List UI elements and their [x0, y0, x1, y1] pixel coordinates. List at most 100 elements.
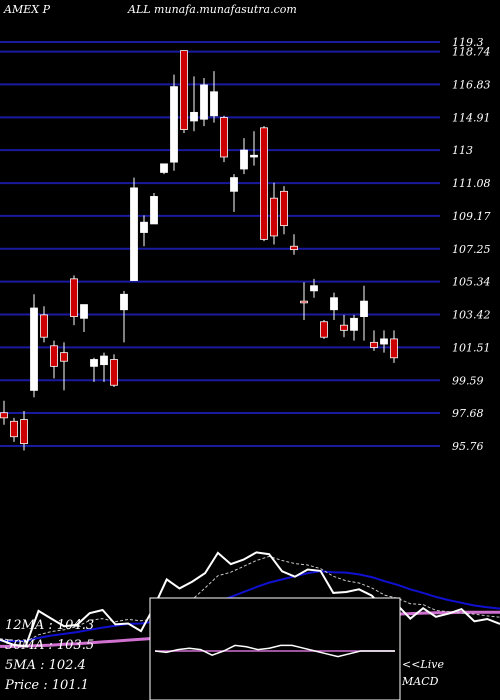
candle-body — [300, 300, 308, 304]
candle-up — [120, 290, 128, 343]
candle-body — [110, 359, 118, 386]
candle-down — [20, 410, 28, 451]
candle-up — [350, 314, 358, 341]
candle-body — [370, 341, 378, 348]
y-tick-label: 119.3 — [452, 36, 484, 49]
candle-up — [360, 285, 368, 341]
y-tick-label: 99.59 — [452, 374, 484, 387]
candle-up — [240, 138, 248, 175]
candle-up — [230, 174, 238, 212]
candle-down — [10, 417, 18, 442]
candle-body — [150, 196, 158, 225]
candle-body — [260, 127, 268, 240]
y-tick-label: 116.83 — [452, 78, 491, 91]
candle-up — [140, 215, 148, 247]
ma-line-ma_fast — [0, 555, 500, 643]
y-tick-label: 109.17 — [452, 210, 491, 223]
candle-down — [180, 50, 188, 133]
candle-body — [220, 117, 228, 158]
candle-body — [60, 352, 68, 362]
legend-50ma: 50MA : 103.5 — [5, 638, 95, 653]
candle-body — [250, 154, 258, 158]
candle-body — [160, 163, 168, 173]
y-tick-label: 105.34 — [452, 276, 491, 289]
candle-down — [300, 282, 308, 321]
candle-body — [100, 355, 108, 366]
y-tick-label: 118.74 — [452, 46, 491, 59]
candle-down — [60, 342, 68, 391]
candle-down — [270, 182, 278, 245]
candle-body — [40, 314, 48, 338]
legend-price: Price : 101.1 — [5, 678, 89, 693]
candle-down — [220, 115, 228, 163]
y-tick-label: 101.51 — [452, 341, 491, 354]
candle-body — [350, 317, 358, 331]
candle-up — [200, 78, 208, 127]
candle-down — [320, 320, 328, 339]
candle-down — [70, 275, 78, 326]
macd-label: MACD — [402, 675, 439, 688]
candle-body — [70, 278, 78, 317]
y-tick-label: 95.76 — [452, 440, 484, 453]
candle-body — [390, 338, 398, 359]
candle-up — [310, 278, 318, 298]
candle-down — [260, 126, 268, 242]
candle-body — [210, 91, 218, 117]
macd-panel — [149, 597, 401, 700]
candle-body — [170, 86, 178, 163]
candle-up — [380, 330, 388, 353]
candle-up — [210, 71, 218, 123]
candle-body — [340, 324, 348, 331]
candle-up — [90, 357, 98, 382]
candle-down — [50, 340, 58, 379]
candle-body — [80, 304, 88, 319]
macd-line — [154, 644, 395, 658]
site-label: ALL munafa.munafasutra.com — [128, 3, 297, 16]
candle-up — [30, 294, 38, 398]
ticker-label: AMEX P — [4, 3, 50, 16]
candle-body — [130, 187, 138, 281]
candle-body — [320, 321, 328, 338]
ma-line-price — [0, 551, 500, 648]
candle-up — [250, 131, 258, 166]
candle-body — [30, 307, 38, 391]
candle-up — [150, 193, 158, 225]
candle-body — [230, 177, 238, 192]
candle-body — [380, 338, 388, 345]
y-tick-label: 97.68 — [452, 407, 484, 420]
candle-body — [90, 359, 98, 367]
candle-body — [200, 84, 208, 120]
legend-5ma: 5MA : 102.4 — [5, 658, 86, 673]
candle-down — [40, 306, 48, 343]
candle-body — [310, 285, 318, 292]
candle-up — [170, 74, 178, 171]
candle-down — [280, 186, 288, 235]
candle-body — [360, 300, 368, 317]
candle-down — [0, 400, 8, 425]
legend-12ma: 12MA : 104.3 — [5, 618, 95, 633]
candle-down — [370, 330, 378, 351]
y-tick-label: 111.08 — [452, 177, 491, 190]
candle-down — [290, 234, 298, 255]
candle-up — [130, 177, 138, 281]
candle-up — [190, 76, 198, 132]
candle-body — [270, 197, 278, 237]
candle-body — [190, 111, 198, 122]
y-tick-label: 113 — [452, 144, 473, 157]
candle-body — [140, 221, 148, 233]
macd-live-link[interactable]: <<Live — [402, 658, 444, 671]
candle-body — [0, 412, 8, 419]
candle-body — [330, 297, 338, 311]
candle-up — [330, 292, 338, 321]
y-tick-label: 107.25 — [452, 243, 491, 256]
candle-down — [110, 354, 118, 387]
y-tick-label: 114.91 — [452, 111, 491, 124]
price-grid — [0, 41, 440, 447]
candle-body — [10, 420, 18, 438]
candle-body — [20, 419, 28, 444]
candle-down — [390, 330, 398, 363]
y-tick-label: 103.42 — [452, 309, 491, 322]
candle-up — [160, 163, 168, 175]
